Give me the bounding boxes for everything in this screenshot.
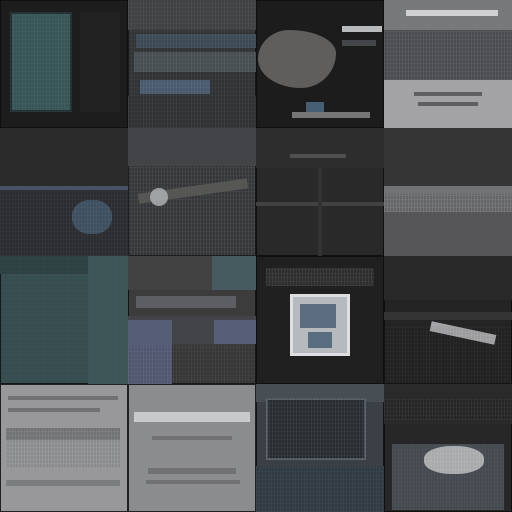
tile-r4-c4[interactable] (384, 384, 512, 512)
rock-shape (258, 30, 336, 88)
tile-r1-c4[interactable] (384, 0, 512, 128)
tile-r3-c3[interactable] (256, 256, 384, 384)
tile-r3-c2[interactable] (128, 256, 256, 384)
tile-r2-c4[interactable] (384, 128, 512, 256)
tile-r1-c1[interactable] (0, 0, 128, 128)
tile-r2-c3[interactable] (256, 128, 384, 256)
tile-r1-c2[interactable] (128, 0, 256, 128)
tile-r4-c3[interactable] (256, 384, 384, 512)
tile-r2-c1[interactable] (0, 128, 128, 256)
tile-r1-c3[interactable] (256, 0, 384, 128)
tile-r2-c2[interactable] (128, 128, 256, 256)
tile-r4-c1[interactable] (0, 384, 128, 512)
tile-r3-c4[interactable] (384, 256, 512, 384)
tile-r4-c2[interactable] (128, 384, 256, 512)
tile-r3-c1[interactable] (0, 256, 128, 384)
